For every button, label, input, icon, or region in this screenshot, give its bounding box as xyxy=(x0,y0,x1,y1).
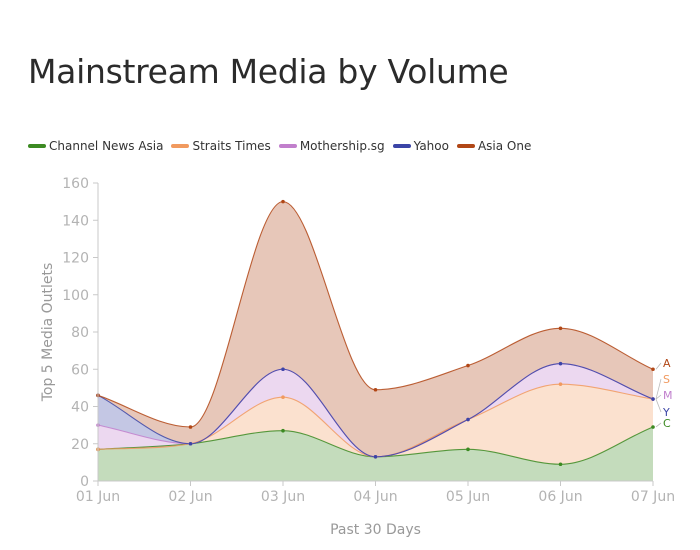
x-tick-label: 06 Jun xyxy=(538,489,582,505)
area-straits-times xyxy=(98,384,653,465)
x-axis-title: Past 30 Days xyxy=(330,522,421,538)
legend-label: Mothership.sg xyxy=(299,139,385,153)
legend-swatch xyxy=(456,144,475,148)
y-tick-label: 80 xyxy=(71,325,89,341)
areas xyxy=(98,201,653,481)
point-yahoo xyxy=(373,454,378,459)
end-labels: C SMY A xyxy=(655,357,673,430)
point-asia-one xyxy=(281,199,285,204)
point-channel-news-asia xyxy=(651,425,655,429)
legend-item-yahoo[interactable]: Yahoo xyxy=(392,139,449,153)
area-asia-one xyxy=(98,201,653,457)
point-yahoo xyxy=(188,441,193,446)
end-label-yahoo: Y xyxy=(662,406,670,419)
legend-item-mothership-sg[interactable]: Mothership.sg xyxy=(278,139,385,153)
end-label-asia-one: A xyxy=(663,357,671,370)
point-yahoo xyxy=(281,367,285,372)
point-asia-one xyxy=(188,425,193,429)
y-tick-label: 40 xyxy=(71,400,89,416)
end-label-connector xyxy=(655,378,662,400)
end-label-mothership-sg: M xyxy=(663,389,673,402)
legend-item-channel-news-asia[interactable]: Channel News Asia xyxy=(28,139,163,153)
x-tick-label: 02 Jun xyxy=(168,489,212,505)
legend-item-asia-one[interactable]: Asia One xyxy=(456,139,532,153)
y-tick-label: 60 xyxy=(71,362,89,378)
point-straits-times xyxy=(281,395,285,399)
chart-title: Mainstream Media by Volume xyxy=(28,52,509,91)
y-tick-label: 160 xyxy=(62,176,89,192)
end-label-straits-times: S xyxy=(663,373,670,386)
end-label-connector xyxy=(655,422,662,428)
y-tick-label: 140 xyxy=(62,213,89,229)
end-label-connector xyxy=(655,394,662,400)
point-yahoo xyxy=(651,397,655,401)
y-axis-title: Top 5 Media Outlets xyxy=(40,263,56,403)
point-channel-news-asia xyxy=(558,462,563,467)
legend-label: Asia One xyxy=(477,139,532,153)
point-channel-news-asia xyxy=(281,428,285,433)
y-tick-label: 20 xyxy=(71,437,89,453)
y-tick-label: 120 xyxy=(62,251,89,267)
legend-swatch xyxy=(28,144,46,148)
point-asia-one xyxy=(373,387,378,392)
area-mothership-sg xyxy=(98,363,653,457)
point-yahoo xyxy=(558,361,563,366)
area-channel-news-asia xyxy=(98,426,653,481)
data-points xyxy=(96,199,655,467)
x-tick-label: 04 Jun xyxy=(353,489,397,505)
point-asia-one xyxy=(651,367,655,372)
legend-swatch xyxy=(392,144,411,148)
legend-label: Yahoo xyxy=(413,139,449,153)
legend: Channel News Asia Straits Times Mothership… xyxy=(28,139,539,153)
point-channel-news-asia xyxy=(466,447,470,452)
legend-label: Straits Times xyxy=(192,139,271,153)
end-label-connector xyxy=(655,398,662,413)
end-label-channel-news-asia: C xyxy=(663,417,671,430)
point-asia-one xyxy=(558,326,563,331)
x-tick-label: 05 Jun xyxy=(446,489,490,505)
legend-label: Channel News Asia xyxy=(49,139,164,153)
x-tick-label: 01 Jun xyxy=(76,489,120,505)
end-label-connector xyxy=(655,362,662,370)
y-tick-label: 0 xyxy=(80,474,89,490)
line-asia-one xyxy=(97,201,654,428)
point-straits-times xyxy=(558,382,563,386)
legend-swatch xyxy=(171,144,190,148)
legend-swatch xyxy=(278,144,297,148)
y-tick-label: 100 xyxy=(62,288,89,304)
legend-item-straits-times[interactable]: Straits Times xyxy=(171,139,271,153)
point-asia-one xyxy=(466,363,470,368)
x-tick-label: 03 Jun xyxy=(261,489,305,505)
point-yahoo xyxy=(466,417,470,422)
x-tick-label: 07 Jun xyxy=(631,489,675,505)
